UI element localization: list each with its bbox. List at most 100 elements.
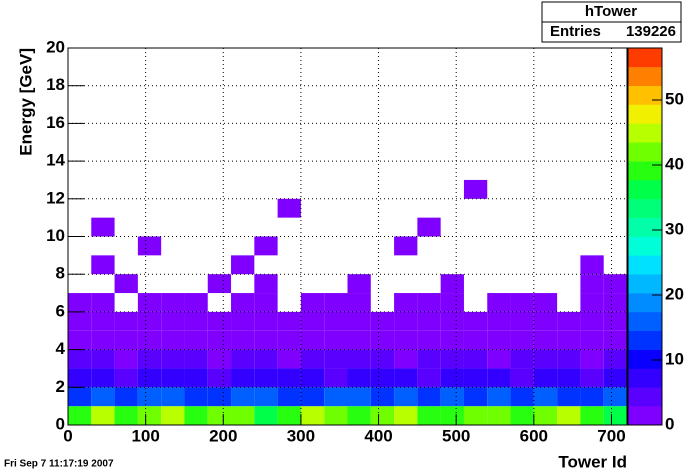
palette-band xyxy=(628,236,662,256)
cell xyxy=(487,349,511,369)
cell xyxy=(207,274,232,294)
cell xyxy=(254,330,278,350)
cell xyxy=(440,274,464,294)
cell xyxy=(68,368,92,388)
z-tick-label: 10 xyxy=(665,349,684,368)
cell xyxy=(417,217,441,237)
x-axis-title: Tower Id xyxy=(558,452,627,471)
cell xyxy=(533,406,558,425)
cell xyxy=(487,330,511,350)
cell xyxy=(207,406,232,425)
cell xyxy=(463,311,488,331)
cell xyxy=(114,274,138,294)
cell xyxy=(603,274,627,294)
cell xyxy=(580,311,604,331)
cell xyxy=(370,349,395,369)
cell xyxy=(394,387,418,407)
palette-band xyxy=(628,161,662,181)
palette-band xyxy=(628,293,662,313)
cell xyxy=(463,406,488,425)
cell xyxy=(300,406,325,425)
cell xyxy=(137,293,162,312)
cell xyxy=(184,349,208,369)
cell xyxy=(231,368,255,388)
z-tick-label: 0 xyxy=(665,414,674,433)
axes: 0 100 200 300 400 500 600 700024681012141618200… xyxy=(46,37,684,445)
cell xyxy=(440,349,464,369)
cell xyxy=(137,406,162,425)
cell xyxy=(440,368,464,388)
cell xyxy=(161,330,185,350)
cell xyxy=(533,349,558,369)
cell xyxy=(254,387,278,407)
cell xyxy=(300,293,325,312)
cell xyxy=(300,330,325,350)
cell xyxy=(231,349,255,369)
cell xyxy=(510,368,534,388)
cell xyxy=(184,387,208,407)
cell xyxy=(580,406,604,425)
cell xyxy=(603,368,627,388)
cell xyxy=(91,217,115,237)
cell xyxy=(533,311,558,331)
cell xyxy=(91,330,115,350)
cell xyxy=(324,349,348,369)
cell xyxy=(487,368,511,388)
cell xyxy=(557,330,581,350)
cell xyxy=(114,330,138,350)
cell xyxy=(510,406,534,425)
cell xyxy=(184,406,208,425)
x-tick-label: 200 xyxy=(209,426,237,445)
cell xyxy=(463,349,488,369)
palette-band xyxy=(628,406,662,426)
cell xyxy=(254,274,278,294)
cell xyxy=(254,349,278,369)
palette-frame xyxy=(627,47,663,426)
cell xyxy=(417,406,441,425)
cell xyxy=(207,349,232,369)
plot-frame xyxy=(67,47,628,426)
cell xyxy=(440,311,464,331)
y-axis-title: Energy [GeV] xyxy=(16,48,35,156)
cell xyxy=(324,406,348,425)
cell xyxy=(161,406,185,425)
cell xyxy=(184,293,208,312)
y-tick-label: 12 xyxy=(46,188,65,207)
palette-band xyxy=(628,349,662,369)
palette-band xyxy=(628,368,662,388)
cell xyxy=(463,368,488,388)
cell xyxy=(324,293,348,312)
cell xyxy=(231,255,255,275)
cell xyxy=(557,406,581,425)
cell xyxy=(137,349,162,369)
x-tick-label: 600 xyxy=(520,426,548,445)
cell xyxy=(68,311,92,331)
cell xyxy=(114,311,138,331)
cell xyxy=(347,387,371,407)
cell xyxy=(300,311,325,331)
x-tick-label: 500 xyxy=(442,426,470,445)
cell xyxy=(347,293,371,312)
x-tick-label: 300 xyxy=(287,426,315,445)
cell xyxy=(91,406,115,425)
cells xyxy=(68,179,627,425)
x-tick-label: 700 xyxy=(597,426,625,445)
cell xyxy=(161,349,185,369)
cell xyxy=(184,368,208,388)
cell xyxy=(370,387,395,407)
cell xyxy=(370,330,395,350)
cell xyxy=(603,387,627,407)
y-tick-label: 14 xyxy=(46,151,65,170)
cell xyxy=(533,387,558,407)
cell xyxy=(137,387,162,407)
cell xyxy=(231,293,255,312)
cell xyxy=(440,406,464,425)
y-tick-label: 18 xyxy=(46,75,65,94)
cell xyxy=(557,311,581,331)
palette-band xyxy=(628,123,662,143)
cell xyxy=(254,236,278,256)
cell xyxy=(487,311,511,331)
cell xyxy=(510,293,534,312)
palette-band xyxy=(628,330,662,350)
cell xyxy=(580,293,604,312)
